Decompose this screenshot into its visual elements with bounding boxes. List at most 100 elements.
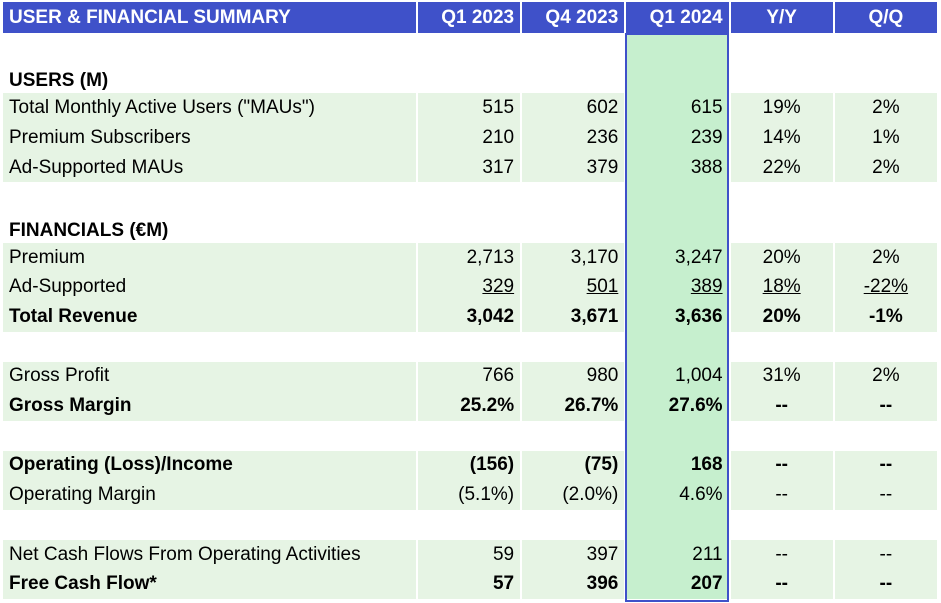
spacer-row: [3, 510, 937, 540]
cell-q1-2024: 239: [626, 123, 729, 153]
cell-q4-2023: 379: [522, 152, 625, 183]
cell-value: 18%: [762, 276, 801, 298]
cell-qq: -1%: [834, 302, 937, 332]
cell-yy: --: [730, 450, 833, 481]
spacer-cell: [522, 331, 625, 362]
cell-value: 2%: [872, 246, 900, 268]
spacer-cell: [417, 420, 521, 451]
spacer-cell: [626, 62, 729, 94]
cell-value: 379: [586, 156, 619, 178]
spacer-cell: [834, 182, 937, 213]
cell-value: 2%: [872, 156, 900, 178]
spacer-cell: [626, 212, 729, 243]
cell-value: 2%: [872, 365, 900, 387]
cell-q1-2023: 25.2%: [417, 391, 521, 421]
cell-value: -22%: [863, 276, 909, 298]
cell-q1-2024: 389: [626, 272, 729, 303]
table-row: Operating Margin (5.1%) (2.0%) 4.6% -- --: [3, 480, 937, 510]
cell-yy: 19%: [730, 93, 833, 124]
cell-q4-2023: (75): [522, 450, 625, 481]
spacer-cell: [626, 182, 729, 213]
spacer-cell: [522, 33, 625, 63]
cell-value: 57: [492, 573, 515, 595]
cell-value: --: [775, 454, 788, 476]
table-row: Premium Subscribers 210 236 239 14% 1%: [3, 123, 937, 153]
row-label: Operating (Loss)/Income: [3, 450, 416, 481]
cell-value: 3,170: [570, 246, 619, 268]
section-title: USERS (M): [3, 62, 416, 94]
spacer-cell: [730, 182, 833, 213]
table-row: Ad-Supported MAUs 317 379 388 22% 2%: [3, 152, 937, 183]
cell-value: 3,247: [675, 246, 723, 268]
spacer-cell: [417, 33, 521, 63]
cell-value: 27.6%: [668, 395, 723, 417]
spacer-cell: [3, 182, 416, 213]
row-label: Operating Margin: [3, 480, 416, 510]
cell-value: 239: [690, 126, 723, 148]
cell-qq: 2%: [834, 361, 937, 392]
cell-q4-2023: 26.7%: [522, 391, 625, 421]
table-row: Total Revenue 3,042 3,671 3,636 20% -1%: [3, 302, 937, 332]
cell-value: 1%: [872, 126, 900, 148]
table-title: USER & FINANCIAL SUMMARY: [3, 2, 416, 33]
cell-value: 397: [586, 543, 619, 565]
cell-value: (2.0%): [562, 484, 619, 506]
cell-value: 515: [482, 97, 515, 119]
cell-value: (75): [584, 454, 619, 476]
cell-q1-2024: 168: [626, 450, 729, 481]
spacer-cell: [417, 62, 521, 94]
cell-q1-2024: 3,247: [626, 242, 729, 273]
cell-value: 211: [692, 543, 723, 565]
cell-q1-2023: 515: [417, 93, 521, 124]
col-header-q1-2024: Q1 2024: [626, 2, 729, 33]
cell-yy: --: [730, 569, 833, 600]
spacer-cell: [3, 510, 416, 540]
cell-qq: 2%: [834, 242, 937, 273]
cell-q4-2023: 3,170: [522, 242, 625, 273]
spacer-cell: [417, 510, 521, 540]
cell-q1-2024: 4.6%: [626, 480, 729, 510]
col-header-qq: Q/Q: [834, 2, 937, 33]
spacer-cell: [626, 510, 729, 540]
cell-value: 388: [690, 156, 723, 178]
cell-value: --: [775, 543, 788, 565]
cell-q1-2023: 317: [417, 152, 521, 183]
spacer-cell: [3, 331, 416, 362]
cell-qq: 1%: [834, 123, 937, 153]
cell-q1-2023: 57: [417, 569, 521, 600]
cell-value: 317: [482, 156, 515, 178]
cell-yy: 20%: [730, 302, 833, 332]
cell-value: 396: [586, 573, 619, 595]
cell-value: 3,671: [570, 306, 619, 328]
table-row: Gross Profit 766 980 1,004 31% 2%: [3, 361, 937, 392]
cell-qq: --: [834, 539, 937, 570]
spacer-cell: [730, 331, 833, 362]
cell-value: --: [879, 484, 893, 506]
cell-q1-2023: 329: [417, 272, 521, 303]
cell-qq: 2%: [834, 152, 937, 183]
cell-value: 2%: [872, 97, 900, 119]
cell-value: (5.1%): [458, 484, 515, 506]
spacer-cell: [730, 33, 833, 63]
cell-q1-2024: 388: [626, 152, 729, 183]
cell-value: (156): [469, 454, 515, 476]
cell-value: 19%: [762, 97, 801, 119]
cell-q1-2024: 211: [626, 539, 729, 570]
spacer-cell: [522, 510, 625, 540]
cell-value: 501: [586, 276, 619, 298]
table-row: Gross Margin 25.2% 26.7% 27.6% -- --: [3, 391, 937, 421]
spacer-cell: [730, 212, 833, 243]
spacer-cell: [417, 212, 521, 243]
spacer-cell: [522, 62, 625, 94]
spacer-cell: [522, 182, 625, 213]
spacer-cell: [522, 212, 625, 243]
spacer-cell: [834, 212, 937, 243]
spacer-cell: [626, 33, 729, 63]
cell-qq: --: [834, 480, 937, 510]
cell-value: 25.2%: [460, 395, 515, 417]
cell-value: 236: [586, 126, 619, 148]
row-label: Gross Margin: [3, 391, 416, 421]
spacer-cell: [834, 62, 937, 94]
spacer-cell: [626, 420, 729, 451]
